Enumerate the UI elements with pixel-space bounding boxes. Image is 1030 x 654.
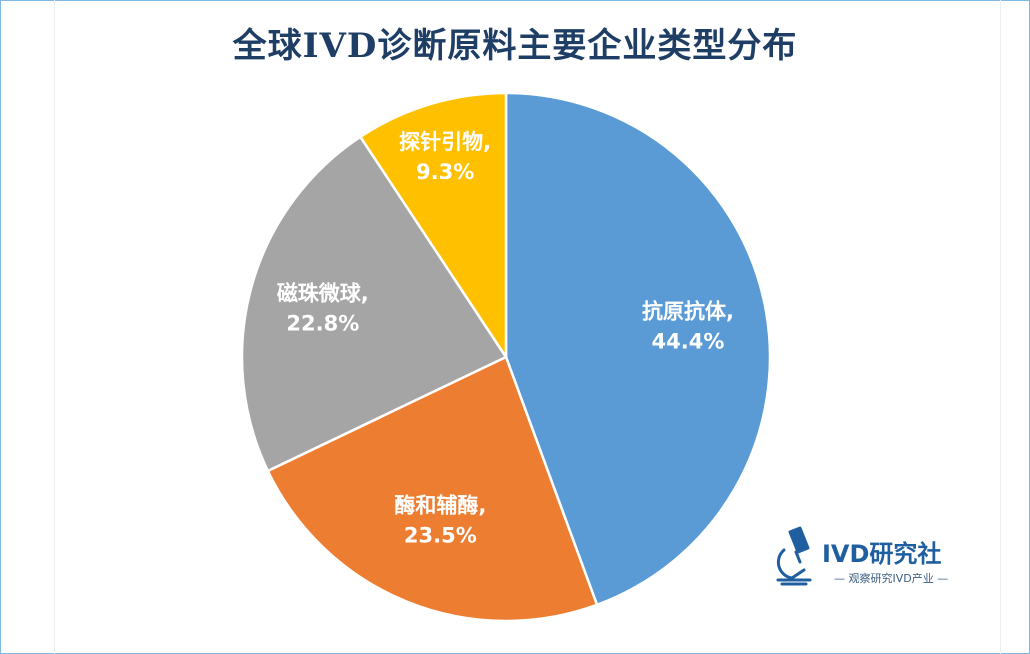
slice-value-label: 9.3% <box>416 160 474 184</box>
pie-slice-1 <box>504 91 772 607</box>
pie-slice-4 <box>358 91 508 362</box>
slice-label: 探针引物, <box>399 130 491 154</box>
slice-value-label: 44.4% <box>652 330 725 354</box>
pie-slice-2 <box>266 355 599 623</box>
slice-label: 磁珠微球, <box>277 281 369 305</box>
logo-tagline: — 观察研究IVD产业 — <box>834 572 949 585</box>
logo: IVD研究社 — 观察研究IVD产业 — <box>768 526 968 592</box>
sheet-gridline <box>1000 0 1001 654</box>
sheet-gridline <box>54 0 55 654</box>
microscope-icon <box>776 526 812 586</box>
slice-value-label: 22.8% <box>286 311 359 335</box>
pie-slice-3 <box>240 135 508 473</box>
logo-name: IVD研究社 <box>822 540 942 568</box>
slice-value-label: 23.5% <box>404 523 477 547</box>
slice-label: 抗原抗体, <box>642 300 734 324</box>
slice-label: 酶和辅酶, <box>394 493 486 517</box>
chart-title: 全球IVD诊断原料主要企业类型分布 <box>232 26 798 66</box>
